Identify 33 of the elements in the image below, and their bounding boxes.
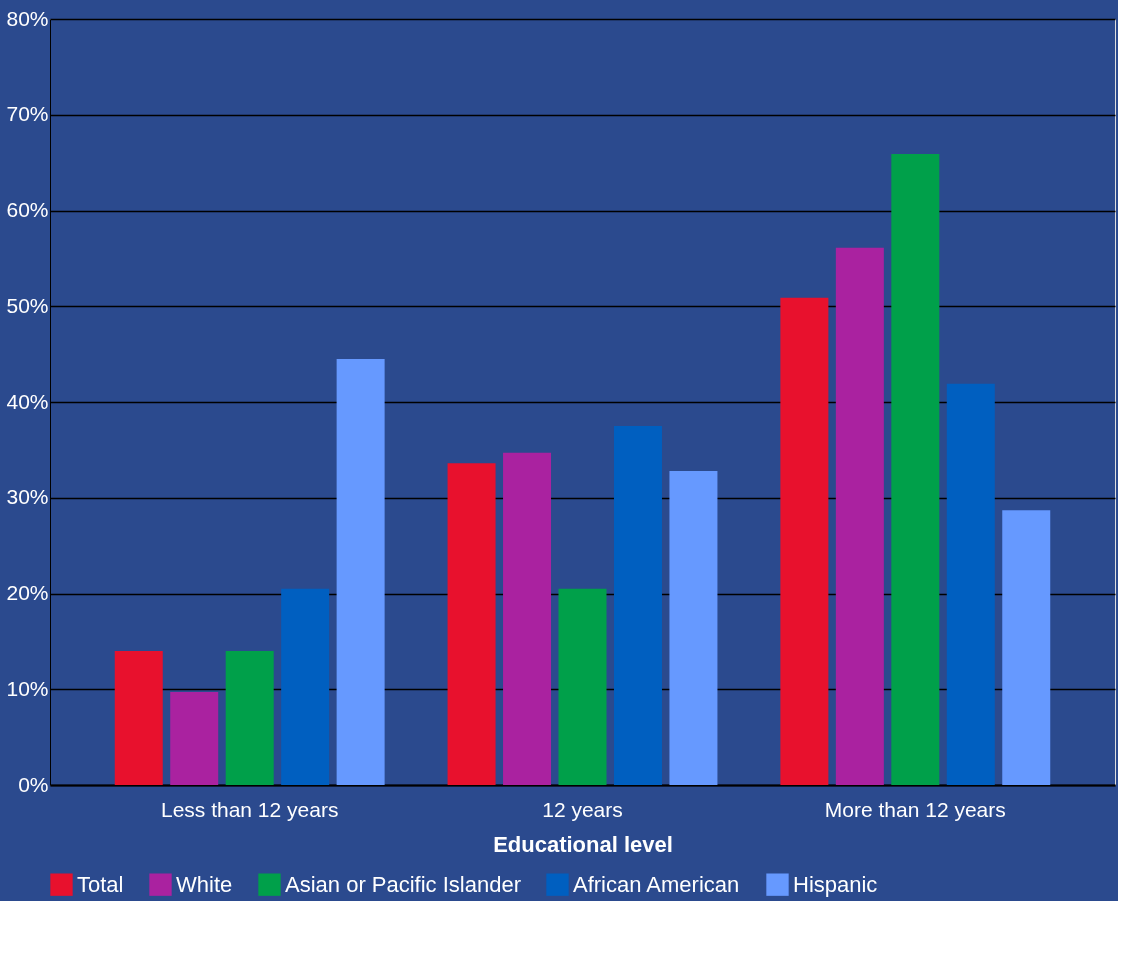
bar [613,425,662,785]
bar [946,383,995,785]
legend-label: White [176,871,233,897]
y-tick-label: 80% [6,6,49,30]
x-axis-title: Educational level [493,831,673,857]
bar [225,650,274,785]
bar [114,650,163,785]
bar [281,588,330,785]
y-tick-label: 70% [6,102,49,126]
bar [447,463,496,785]
legend-label: African American [573,871,740,897]
x-tick-label: Less than 12 years [160,797,339,821]
y-tick-label: 50% [6,293,49,317]
y-tick-label: 30% [6,485,49,509]
bar [336,358,385,785]
y-tick-label: 10% [6,676,49,700]
bar [891,154,940,785]
y-tick-label: 20% [6,581,49,604]
legend-label: Total [77,871,124,897]
bar [780,297,829,785]
bar [1002,510,1051,785]
bar [503,452,552,785]
y-tick-label: 0% [18,772,49,796]
y-tick-label: 40% [6,389,49,413]
bar [558,588,607,785]
y-tick-label: 60% [6,198,49,221]
x-tick-label: More than 12 years [824,797,1006,821]
bar [669,470,718,785]
x-tick-label: 12 years [542,797,623,821]
bar [170,692,219,785]
legend-label: Asian or Pacific Islander [285,871,521,897]
legend-label: Hispanic [793,871,878,897]
bar [835,247,884,785]
